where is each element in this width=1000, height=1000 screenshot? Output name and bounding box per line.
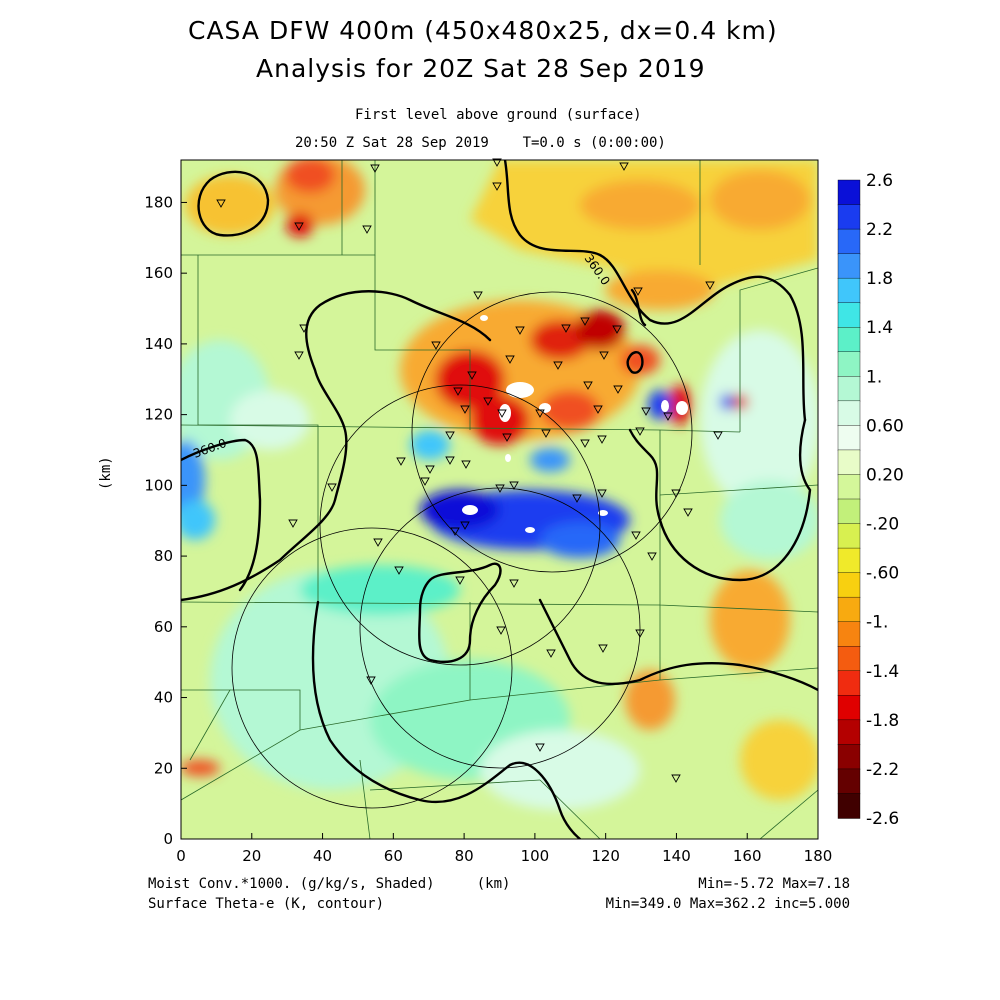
colorbar-label: -1.8 (866, 711, 899, 731)
colorbar-swatch (837, 498, 861, 525)
y-tick-label: 140 (144, 335, 173, 353)
colorbar-swatch (837, 351, 861, 378)
x-tick-label: 80 (455, 847, 474, 865)
colorbar-swatch (837, 670, 861, 697)
time-label: 20:50 Z Sat 28 Sep 2019 T=0.0 s (0:00:00… (295, 135, 666, 151)
colorbar-label: 2.6 (866, 171, 893, 191)
y-tick-label: 100 (144, 476, 173, 494)
colorbar-swatch (837, 400, 861, 427)
plot-frame (180, 159, 819, 840)
y-tick-label: 40 (154, 689, 173, 707)
colorbar-swatch (837, 523, 861, 549)
x-tick-label: 120 (591, 847, 620, 865)
y-tick-label: 20 (154, 759, 173, 777)
x-tick-label: 0 (176, 847, 186, 865)
colorbar-label: -1.4 (866, 662, 899, 682)
colorbar-label: -.60 (866, 564, 899, 584)
title-line-2: Analysis for 20Z Sat 28 Sep 2019 (256, 54, 706, 83)
shaded-field (181, 160, 818, 839)
colorbar-swatch (837, 646, 861, 672)
colorbar-label: -.20 (866, 515, 899, 535)
colorbar-swatch (837, 179, 861, 206)
title-line-1: CASA DFW 400m (450x480x25, dx=0.4 km) (188, 16, 778, 45)
colorbar-swatch (837, 376, 861, 402)
y-tick-label: 160 (144, 264, 173, 282)
colorbar-label: 1. (866, 367, 882, 387)
colorbar-swatch (837, 474, 861, 500)
level-label: First level above ground (surface) (355, 107, 642, 123)
colorbar-swatch (837, 719, 861, 746)
colorbar-label: 2.2 (866, 220, 893, 240)
y-tick-label: 60 (154, 618, 173, 636)
y-tick-label: 80 (154, 547, 173, 565)
colorbar-label: 1.4 (866, 318, 893, 338)
colorbar-swatch (837, 621, 861, 647)
station-markers (216, 158, 723, 783)
colorbar-swatch (837, 793, 861, 819)
colorbar-swatch (837, 596, 861, 623)
x-tick-label: 20 (242, 847, 261, 865)
y-tick-label: 180 (144, 193, 173, 211)
colorbar-swatch (837, 204, 861, 230)
y-tick-label: 0 (163, 830, 173, 848)
colorbar-swatch (837, 327, 861, 353)
y-tick-label: 120 (144, 406, 173, 424)
x-tick-label: 60 (384, 847, 403, 865)
footer-contour-range: Min=349.0 Max=362.2 inc=5.000 (605, 896, 850, 912)
axis-ticks (180, 201, 819, 840)
colorbar-swatch (837, 302, 861, 328)
x-tick-label: 140 (662, 847, 691, 865)
colorbar-label: -2.6 (866, 809, 899, 829)
colorbar-swatch (837, 228, 861, 255)
footer-shaded-desc: Moist Conv.*1000. (g/kg/s, Shaded) (km) (148, 876, 511, 892)
colorbar-label: 0.20 (866, 465, 904, 485)
colorbar-label: -1. (866, 613, 888, 633)
footer-contour-desc: Surface Theta-e (K, contour) (148, 896, 385, 912)
colorbar-label: 0.60 (866, 416, 904, 436)
x-tick-label: 40 (313, 847, 332, 865)
colorbar-swatch (837, 572, 861, 598)
colorbar-swatch (837, 425, 861, 451)
county-boundaries (181, 160, 818, 839)
colorbar-swatch (837, 744, 861, 770)
radar-range-rings (231, 291, 693, 809)
colorbar-label: -2.2 (866, 760, 899, 780)
colorbar-swatch (837, 449, 861, 476)
colorbar-swatch (837, 768, 861, 795)
x-tick-label: 180 (804, 847, 833, 865)
x-tick-label: 160 (733, 847, 762, 865)
footer-shaded-range: Min=-5.72 Max=7.18 (698, 876, 850, 892)
colorbar-swatch (837, 695, 861, 721)
axis-tick-labels: 0 20 40 60 80 100 120 140 160 180 0 20 40 60 80 100 120 1… (144, 193, 832, 865)
colorbar: 2.6 2.2 1.8 1.4 1. 0.60 0.20 -.20 -.60 -1. -1.4 -1.… (837, 171, 904, 829)
colorbar-label: 1.8 (866, 269, 893, 289)
colorbar-swatch (837, 277, 861, 304)
colorbar-swatch (837, 547, 861, 574)
theta-e-contours (181, 160, 818, 839)
x-tick-label: 100 (521, 847, 550, 865)
colorbar-swatch (837, 253, 861, 279)
